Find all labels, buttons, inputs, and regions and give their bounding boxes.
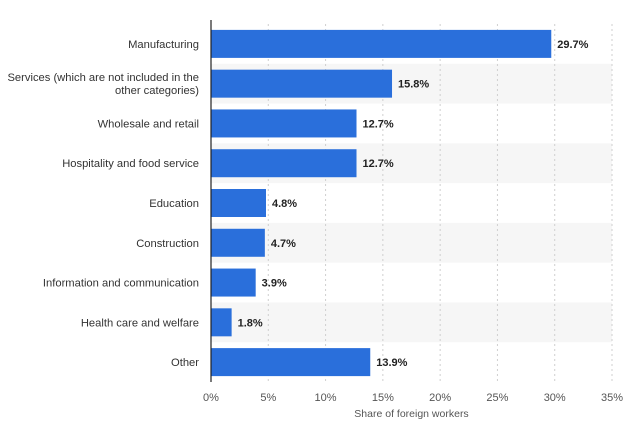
x-tick-label: 0% — [203, 392, 219, 404]
category-label-line: Manufacturing — [128, 39, 199, 51]
category-label: Services (which are not included in the o… — [7, 72, 199, 97]
category-label: Hospitality and food service — [62, 158, 199, 170]
x-tick-label: 10% — [315, 392, 337, 404]
bar — [211, 149, 357, 178]
category-label: Information and communication — [43, 278, 199, 290]
x-tick-label: 5% — [260, 392, 276, 404]
category-label-line: Wholesale and retail — [98, 118, 199, 130]
value-label: 4.7% — [271, 238, 296, 250]
category-label-line: Hospitality and food service — [62, 158, 199, 170]
category-label-line: Information and communication — [43, 278, 199, 290]
value-label: 12.7% — [363, 118, 394, 130]
x-tick-label: 20% — [429, 392, 451, 404]
x-tick-label: 30% — [544, 392, 566, 404]
bar — [211, 348, 371, 377]
category-label: Wholesale and retail — [98, 118, 199, 130]
value-label: 29.7% — [557, 39, 588, 51]
value-label: 4.8% — [272, 198, 297, 210]
category-label-line: other categories) — [115, 85, 199, 97]
value-label: 1.8% — [238, 317, 263, 329]
bar — [211, 189, 266, 217]
value-label: 13.9% — [376, 357, 407, 369]
x-axis-title: Share of foreign workers — [354, 408, 468, 420]
category-label-line: Education — [149, 198, 199, 210]
category-label: Other — [171, 357, 199, 369]
category-label: Health care and welfare — [81, 317, 199, 329]
value-label: 3.9% — [262, 278, 287, 290]
row-band — [211, 222, 612, 263]
category-label-line: Construction — [136, 238, 199, 250]
x-tick-label: 25% — [486, 392, 508, 404]
category-label-line: Services (which are not included in the — [7, 72, 199, 84]
category-label: Manufacturing — [128, 39, 199, 51]
value-label: 15.8% — [398, 79, 429, 91]
bar — [211, 308, 232, 337]
category-label-line: Other — [171, 357, 199, 369]
value-label: 12.7% — [363, 158, 394, 170]
bar — [211, 29, 552, 58]
category-label: Construction — [136, 238, 199, 250]
x-tick-label: 15% — [372, 392, 394, 404]
row-band — [211, 302, 612, 343]
bar — [211, 268, 256, 297]
bar — [211, 109, 357, 138]
category-label-line: Health care and welfare — [81, 317, 199, 329]
bar — [211, 228, 265, 257]
bar — [211, 69, 393, 98]
x-tick-label: 35% — [601, 392, 623, 404]
category-label: Education — [149, 198, 199, 210]
